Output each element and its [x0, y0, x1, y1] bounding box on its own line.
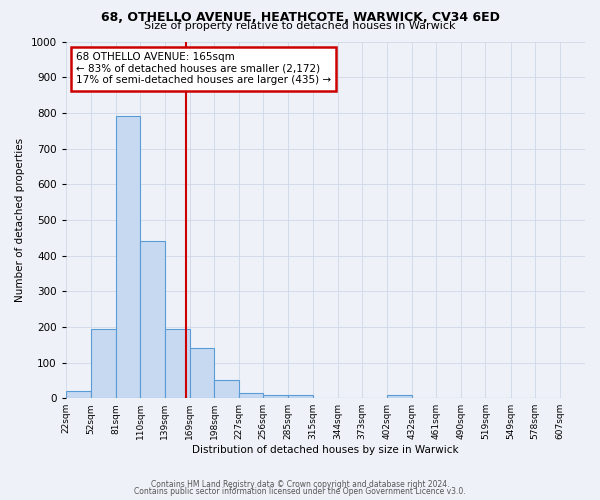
X-axis label: Distribution of detached houses by size in Warwick: Distribution of detached houses by size …: [192, 445, 458, 455]
Text: 68 OTHELLO AVENUE: 165sqm
← 83% of detached houses are smaller (2,172)
17% of se: 68 OTHELLO AVENUE: 165sqm ← 83% of detac…: [76, 52, 331, 86]
Bar: [116, 116, 140, 398]
Bar: [239, 393, 263, 398]
Text: 68, OTHELLO AVENUE, HEATHCOTE, WARWICK, CV34 6ED: 68, OTHELLO AVENUE, HEATHCOTE, WARWICK, …: [101, 11, 499, 24]
Bar: [214, 380, 239, 398]
Text: Contains HM Land Registry data © Crown copyright and database right 2024.: Contains HM Land Registry data © Crown c…: [151, 480, 449, 489]
Bar: [386, 394, 412, 398]
Bar: [66, 391, 91, 398]
Bar: [140, 242, 164, 398]
Text: Contains public sector information licensed under the Open Government Licence v3: Contains public sector information licen…: [134, 487, 466, 496]
Text: Size of property relative to detached houses in Warwick: Size of property relative to detached ho…: [144, 21, 456, 31]
Bar: [288, 394, 313, 398]
Bar: [263, 394, 288, 398]
Y-axis label: Number of detached properties: Number of detached properties: [15, 138, 25, 302]
Bar: [164, 328, 190, 398]
Bar: [190, 348, 214, 398]
Bar: [91, 328, 116, 398]
